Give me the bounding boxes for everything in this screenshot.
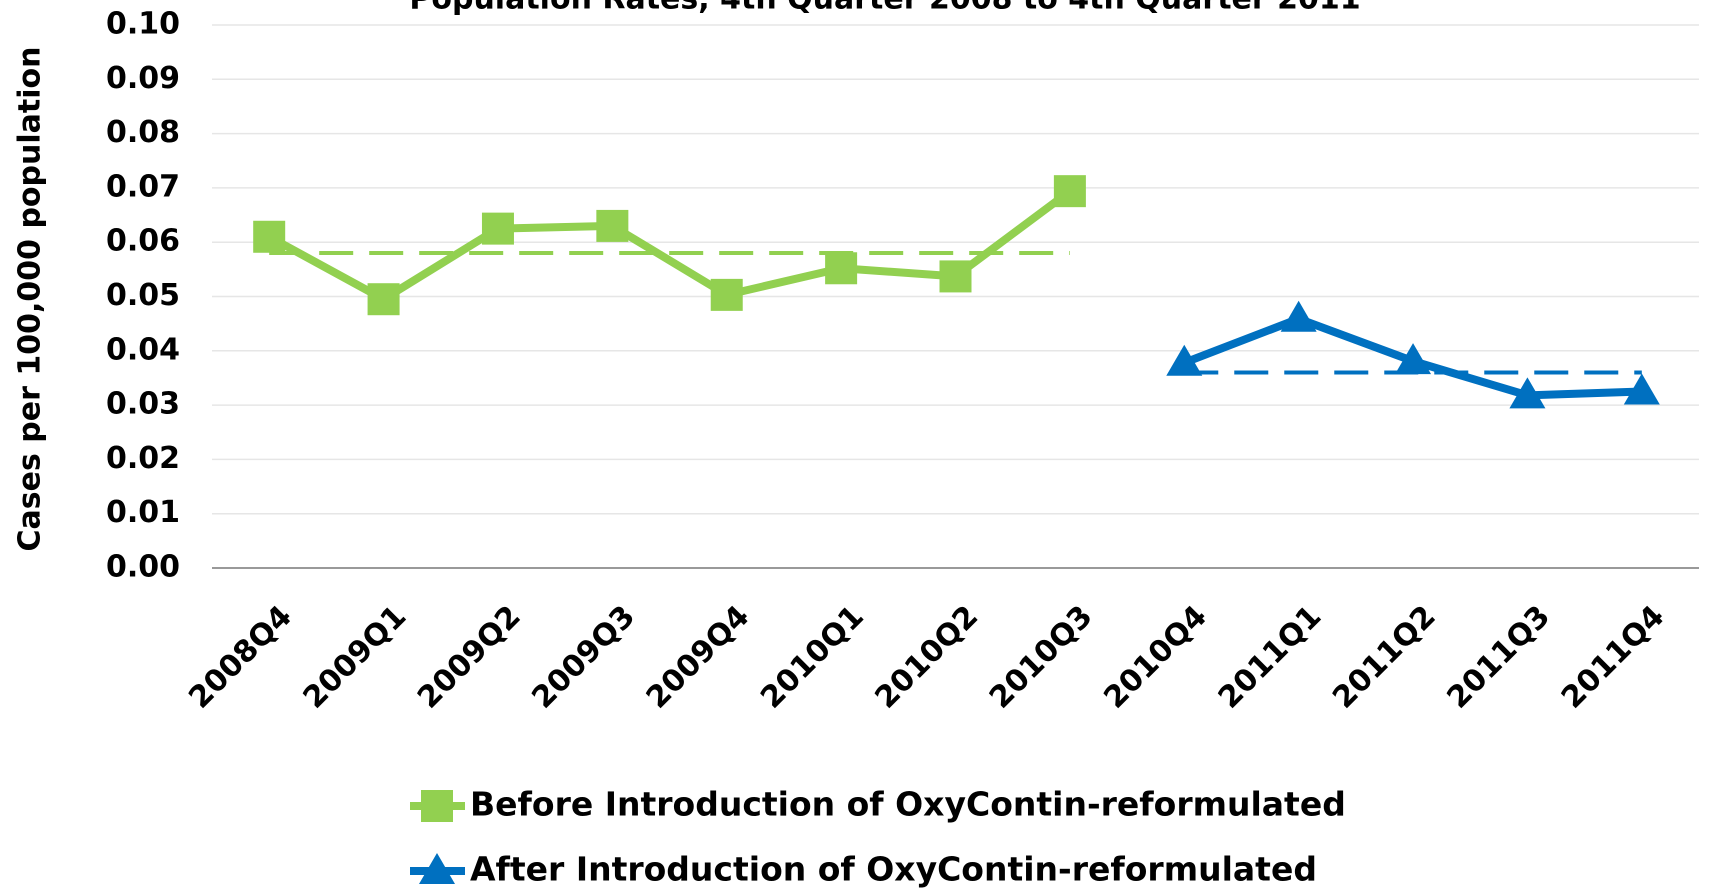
y-tick-label: 0.07 xyxy=(106,169,180,204)
marker xyxy=(421,790,453,822)
x-tick-label: 2008Q4 xyxy=(182,599,299,716)
x-tick-label: 2010Q2 xyxy=(869,599,986,716)
x-tick-label: 2011Q3 xyxy=(1441,599,1558,716)
chart-title: Population Rates, 4th Quarter 2008 to 4t… xyxy=(409,0,1360,17)
marker xyxy=(825,252,858,285)
series-line xyxy=(267,187,1073,304)
y-tick-label: 0.05 xyxy=(106,278,180,313)
y-tick-label: 0.02 xyxy=(106,441,180,476)
y-tick-label: 0.01 xyxy=(106,495,180,530)
marker xyxy=(481,212,514,245)
x-tick-label: 2009Q2 xyxy=(411,599,528,716)
marker xyxy=(596,209,629,242)
x-tick-label: 2009Q1 xyxy=(297,599,414,716)
y-axis-label: Cases per 100,000 population xyxy=(13,47,48,552)
marker xyxy=(367,283,400,316)
y-tick-label: 0.04 xyxy=(106,332,180,367)
marker xyxy=(1280,300,1317,332)
marker xyxy=(1053,175,1086,208)
x-tick-label: 2011Q4 xyxy=(1555,599,1672,716)
x-tick-label: 2010Q1 xyxy=(754,599,871,716)
x-tick-label: 2009Q3 xyxy=(525,599,642,716)
y-tick-label: 0.08 xyxy=(106,115,180,150)
x-tick-label: 2011Q1 xyxy=(1212,599,1329,716)
y-tick-label: 0.06 xyxy=(106,224,180,259)
marker xyxy=(939,260,972,293)
marker xyxy=(1166,344,1203,376)
y-tick-label: 0.00 xyxy=(106,550,180,585)
x-tick-label: 2010Q4 xyxy=(1097,599,1214,716)
legend-label: After Introduction of OxyContin-reformul… xyxy=(470,850,1317,889)
x-tick-label: 2010Q3 xyxy=(983,599,1100,716)
marker xyxy=(1623,373,1660,405)
x-tick-label: 2009Q4 xyxy=(640,599,757,716)
y-tick-label: 0.10 xyxy=(106,7,180,42)
marker xyxy=(419,853,455,884)
marker xyxy=(1395,343,1432,375)
y-tick-label: 0.03 xyxy=(106,387,180,422)
marker xyxy=(1509,377,1546,409)
x-tick-label: 2011Q2 xyxy=(1326,599,1443,716)
marker xyxy=(710,278,743,311)
legend-label: Before Introduction of OxyContin-reformu… xyxy=(470,785,1346,824)
y-tick-label: 0.09 xyxy=(106,61,180,96)
marker xyxy=(253,220,286,253)
